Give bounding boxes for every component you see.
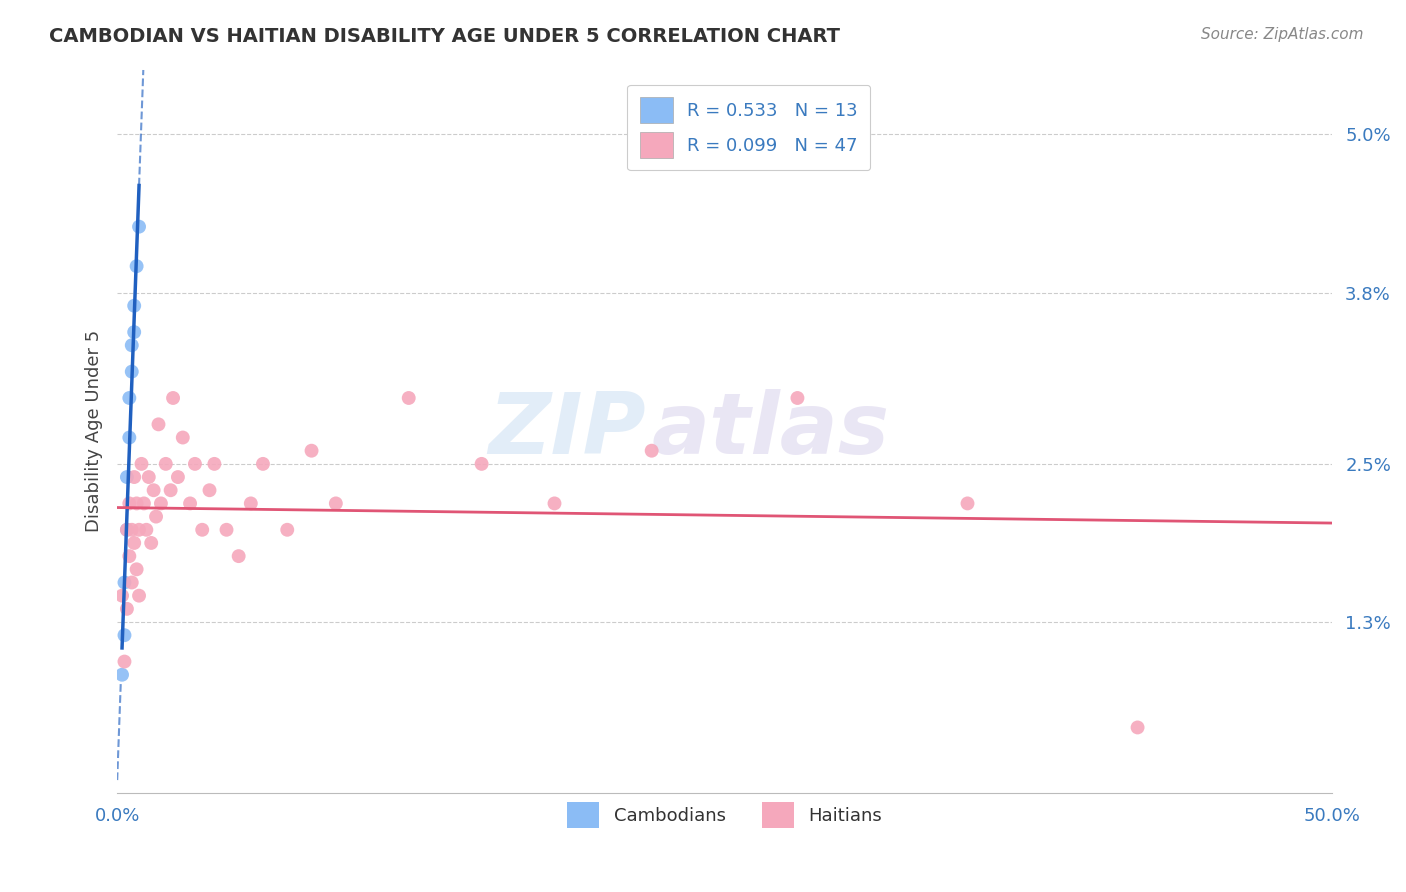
Point [398, 391, 420, 405]
Point [640, 443, 662, 458]
Point [198, 483, 221, 498]
Point [121, 338, 143, 352]
Point [122, 536, 145, 550]
Point [125, 259, 148, 273]
Point [956, 496, 979, 510]
Point [114, 628, 136, 642]
Point [543, 496, 565, 510]
Point [118, 430, 141, 444]
Text: Source: ZipAtlas.com: Source: ZipAtlas.com [1201, 27, 1364, 42]
Point [118, 391, 141, 405]
Point [114, 655, 136, 669]
Point [128, 523, 150, 537]
Point [145, 509, 167, 524]
Point [111, 667, 134, 681]
Point [276, 523, 298, 537]
Point [118, 496, 141, 510]
Point [202, 457, 225, 471]
Text: ZIP: ZIP [488, 390, 645, 473]
Point [184, 457, 207, 471]
Point [115, 470, 138, 484]
Point [138, 470, 160, 484]
Point [125, 562, 148, 576]
Point [125, 496, 148, 510]
Point [111, 589, 134, 603]
Point [471, 457, 494, 471]
Point [114, 575, 136, 590]
Point [135, 523, 157, 537]
Point [148, 417, 170, 432]
Text: CAMBODIAN VS HAITIAN DISABILITY AGE UNDER 5 CORRELATION CHART: CAMBODIAN VS HAITIAN DISABILITY AGE UNDE… [49, 27, 841, 45]
Point [115, 523, 138, 537]
Legend: Cambodians, Haitians: Cambodians, Haitians [560, 795, 890, 835]
Point [122, 299, 145, 313]
Point [115, 602, 138, 616]
Text: atlas: atlas [651, 390, 890, 473]
Point [786, 391, 808, 405]
Point [228, 549, 250, 563]
Point [121, 523, 143, 537]
Point [131, 457, 153, 471]
Point [121, 575, 143, 590]
Point [325, 496, 347, 510]
Point [1126, 721, 1149, 735]
Point [122, 325, 145, 339]
Point [179, 496, 201, 510]
Point [215, 523, 238, 537]
Point [141, 536, 163, 550]
Point [128, 589, 150, 603]
Point [162, 391, 184, 405]
Point [167, 470, 190, 484]
Point [121, 365, 143, 379]
Point [132, 496, 155, 510]
Point [191, 523, 214, 537]
Point [149, 496, 172, 510]
Y-axis label: Disability Age Under 5: Disability Age Under 5 [86, 330, 103, 532]
Point [159, 483, 181, 498]
Point [239, 496, 262, 510]
Point [115, 523, 138, 537]
Point [252, 457, 274, 471]
Point [301, 443, 323, 458]
Point [172, 430, 194, 444]
Point [118, 549, 141, 563]
Point [142, 483, 165, 498]
Point [155, 457, 177, 471]
Point [128, 219, 150, 234]
Point [122, 470, 145, 484]
